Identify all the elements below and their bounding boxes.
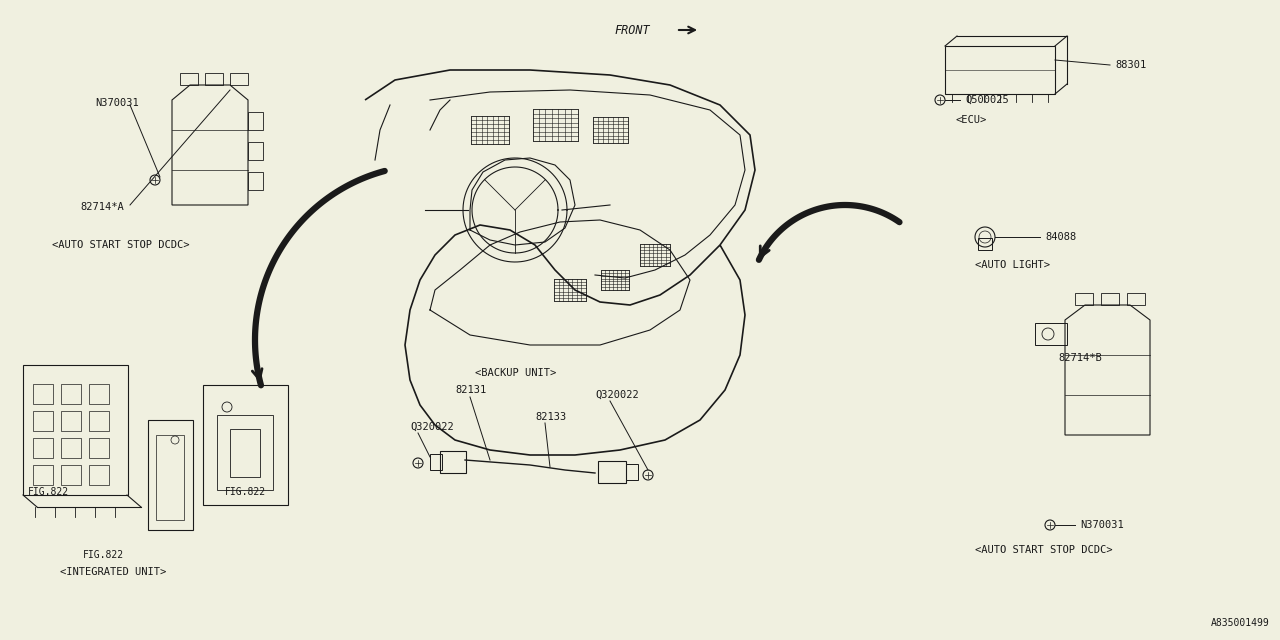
Text: <BACKUP UNIT>: <BACKUP UNIT> xyxy=(475,368,557,378)
Text: 82714*B: 82714*B xyxy=(1059,353,1102,363)
Text: <AUTO START STOP DCDC>: <AUTO START STOP DCDC> xyxy=(975,545,1112,555)
Text: FIG.822: FIG.822 xyxy=(83,550,124,560)
Bar xyxy=(640,244,669,266)
Text: 82714*A: 82714*A xyxy=(81,202,124,212)
Bar xyxy=(626,464,637,480)
Text: FIG.822: FIG.822 xyxy=(225,487,266,497)
Bar xyxy=(61,384,81,404)
Bar xyxy=(180,73,198,85)
Text: FRONT: FRONT xyxy=(614,24,650,36)
Text: 82131: 82131 xyxy=(454,385,486,395)
Bar xyxy=(554,279,586,301)
Bar xyxy=(1075,293,1093,305)
Bar xyxy=(248,172,262,190)
Bar xyxy=(90,438,109,458)
Text: 84088: 84088 xyxy=(1044,232,1076,242)
Bar xyxy=(148,420,193,530)
Bar xyxy=(248,112,262,130)
Bar xyxy=(602,270,628,290)
Bar xyxy=(204,385,288,505)
Bar xyxy=(532,109,577,141)
Text: 88301: 88301 xyxy=(1115,60,1147,70)
Text: <INTEGRATED UNIT>: <INTEGRATED UNIT> xyxy=(60,567,166,577)
Bar xyxy=(230,73,248,85)
Bar xyxy=(33,384,52,404)
Bar xyxy=(218,415,273,490)
Bar xyxy=(90,384,109,404)
Bar xyxy=(230,429,260,477)
Text: A835001499: A835001499 xyxy=(1211,618,1270,628)
Bar xyxy=(945,46,1055,94)
Bar xyxy=(471,116,509,144)
Text: <AUTO START STOP DCDC>: <AUTO START STOP DCDC> xyxy=(52,240,189,250)
Bar xyxy=(440,451,466,473)
Bar xyxy=(248,142,262,160)
Bar xyxy=(593,117,627,143)
Text: FIG.822: FIG.822 xyxy=(28,487,69,497)
Bar xyxy=(430,454,442,470)
Bar xyxy=(598,461,626,483)
Bar xyxy=(978,238,992,250)
Bar xyxy=(205,73,223,85)
Text: N370031: N370031 xyxy=(95,98,138,108)
Text: Q320022: Q320022 xyxy=(410,422,453,432)
Bar xyxy=(61,438,81,458)
Bar xyxy=(1126,293,1146,305)
Bar xyxy=(61,465,81,485)
Bar xyxy=(61,411,81,431)
Text: N370031: N370031 xyxy=(1080,520,1124,530)
Bar xyxy=(90,411,109,431)
Bar xyxy=(23,365,128,495)
Bar xyxy=(1101,293,1119,305)
Bar xyxy=(33,465,52,485)
Bar xyxy=(156,435,184,520)
Text: Q500025: Q500025 xyxy=(965,95,1009,105)
Text: <AUTO LIGHT>: <AUTO LIGHT> xyxy=(975,260,1050,270)
Text: <ECU>: <ECU> xyxy=(955,115,987,125)
Bar xyxy=(33,438,52,458)
Bar xyxy=(33,411,52,431)
Text: 82133: 82133 xyxy=(535,412,566,422)
Text: Q320022: Q320022 xyxy=(595,390,639,400)
Bar xyxy=(1036,323,1068,345)
Bar xyxy=(90,465,109,485)
